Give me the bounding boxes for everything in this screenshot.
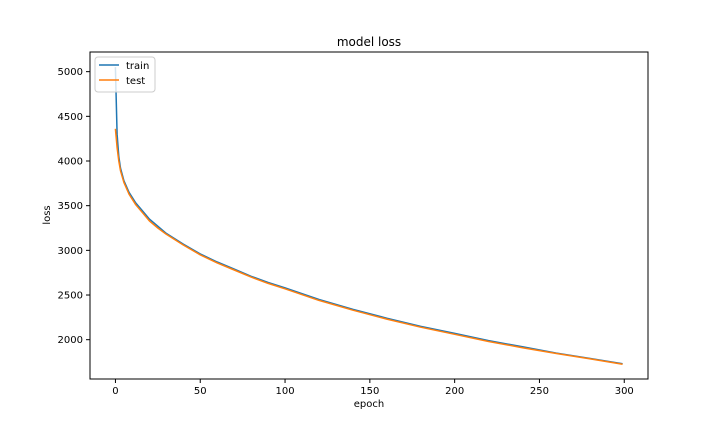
x-axis-ticks: 0 50 100 150 200 250 300 (112, 379, 634, 397)
chart-title: model loss (337, 35, 401, 49)
y-tick-label: 4000 (58, 157, 83, 168)
series-line-test (114, 128, 623, 366)
plot-area (89, 51, 649, 380)
y-axis-ticks: 2000 2500 3000 3500 4000 4500 5000 (58, 67, 90, 346)
x-tick-label: 150 (360, 386, 379, 397)
x-axis-label: epoch (354, 399, 384, 410)
legend-test-label: test (126, 76, 145, 87)
x-tick-label: 0 (112, 386, 118, 397)
y-tick-label: 4500 (58, 112, 83, 123)
series-lines (114, 67, 623, 366)
y-axis-label: loss (42, 205, 53, 224)
legend-train-label: train (126, 61, 149, 72)
x-tick-label: 300 (615, 386, 634, 397)
x-tick-label: 250 (530, 386, 549, 397)
y-tick-label: 2500 (58, 291, 83, 302)
x-tick-label: 200 (445, 386, 464, 397)
y-tick-label: 5000 (58, 67, 83, 78)
y-tick-label: 2000 (58, 335, 83, 346)
y-tick-label: 3500 (58, 201, 83, 212)
y-tick-label: 3000 (58, 246, 83, 257)
legend: train test (94, 56, 156, 93)
x-tick-label: 50 (194, 386, 207, 397)
x-tick-label: 100 (275, 386, 294, 397)
